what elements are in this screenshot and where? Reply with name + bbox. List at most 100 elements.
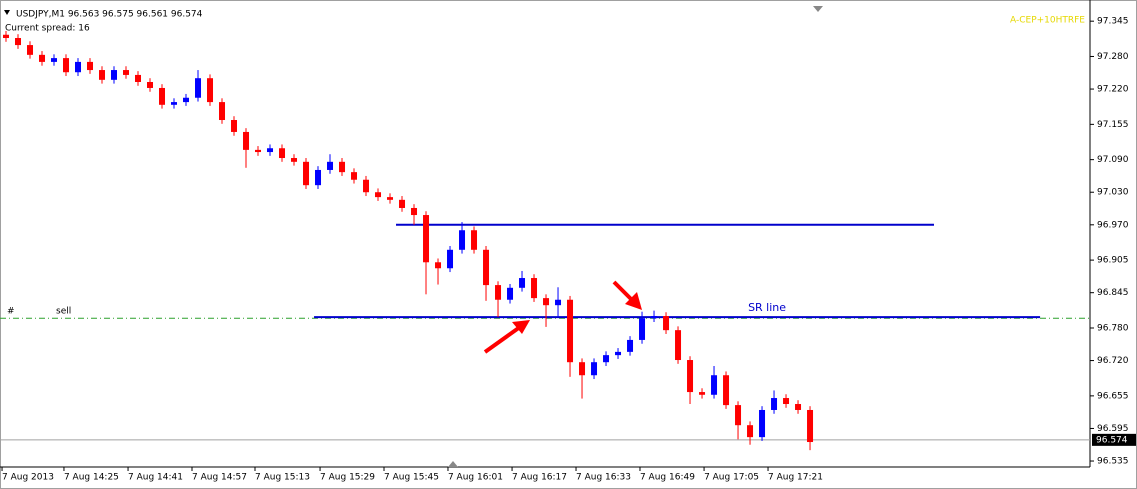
candle-body (147, 81, 154, 88)
candle-body (435, 262, 442, 269)
menu-triangle (4, 10, 10, 15)
candle-body (699, 392, 706, 395)
candle-body (159, 87, 166, 105)
arrow-head (625, 292, 642, 310)
candle-body (327, 161, 334, 170)
x-tick-label: 7 Aug 17:05 (704, 473, 759, 483)
candle-body (627, 339, 634, 352)
indicator-label: A-CEP+10HTRFE (1010, 16, 1085, 26)
candle-body (603, 355, 610, 363)
candle-body (87, 61, 94, 71)
candle-body (447, 249, 454, 269)
y-tick-label: 96.535 (1097, 457, 1129, 467)
candle-body (615, 351, 622, 356)
candle-body (267, 148, 274, 153)
candle-body (219, 102, 226, 121)
candle-body (723, 375, 730, 406)
candle-body (459, 230, 466, 250)
candle-body (303, 161, 310, 186)
candle-body (555, 299, 562, 306)
candle-body (795, 404, 802, 410)
candle-body (15, 38, 22, 46)
y-tick-label: 96.970 (1097, 220, 1129, 230)
candle-body (3, 34, 10, 39)
x-tick-label: 7 Aug 15:13 (255, 473, 310, 483)
candle-body (231, 120, 238, 132)
y-tick-label: 97.155 (1097, 120, 1129, 130)
y-tick-label: 97.220 (1097, 85, 1129, 95)
x-tick-label: 7 Aug 16:33 (576, 473, 631, 483)
y-tick-label: 96.595 (1097, 424, 1129, 434)
candle-body (123, 70, 130, 75)
order-label: sell (56, 307, 71, 317)
candle-body (651, 316, 658, 319)
candle-body (339, 161, 346, 173)
candle-body (771, 398, 778, 410)
candle-body (135, 74, 142, 82)
candle-body (687, 360, 694, 393)
spread: Current spread: 16 (5, 24, 90, 34)
candle-body (663, 316, 670, 331)
candle-body (519, 278, 526, 288)
candle-body (411, 207, 418, 216)
candle-body (351, 172, 358, 180)
candle-body (51, 58, 58, 62)
y-tick-label: 97.345 (1097, 17, 1129, 27)
sr-label: SR line (748, 301, 786, 314)
scroll-marker (448, 461, 458, 467)
candle-body (99, 70, 106, 80)
candle-body (387, 197, 394, 200)
order-marker: # (7, 307, 15, 317)
x-tick-label: 7 Aug 14:25 (64, 473, 119, 483)
candle-body (39, 54, 46, 62)
arrow-head (512, 320, 530, 334)
x-tick-label: 7 Aug 17:21 (768, 473, 823, 483)
x-tick-label: 7 Aug 14:41 (128, 473, 183, 483)
candle-body (471, 230, 478, 250)
candle-body (543, 298, 550, 306)
candle-body (255, 149, 262, 153)
y-tick-label: 96.780 (1097, 323, 1129, 333)
arrow (483, 325, 522, 354)
candle-body (279, 148, 286, 159)
candle-body (735, 405, 742, 426)
candle-body (243, 131, 250, 150)
price-tag-label: 96.574 (1096, 435, 1128, 445)
candle-body (63, 58, 70, 73)
candle-body (375, 192, 382, 198)
x-tick-label: 7 Aug 16:01 (448, 473, 503, 483)
y-tick-label: 96.845 (1097, 288, 1129, 298)
candle-body (483, 249, 490, 286)
x-tick-label: 7 Aug 15:45 (384, 473, 439, 483)
candle-body (111, 70, 118, 80)
y-tick-label: 96.905 (1097, 256, 1129, 266)
candle-body (759, 409, 766, 438)
candle-body (675, 330, 682, 361)
candle-body (27, 45, 34, 55)
x-tick-label: 7 Aug 16:49 (640, 473, 695, 483)
shift-marker (813, 6, 823, 12)
y-tick-label: 96.655 (1097, 391, 1129, 401)
candle-body (399, 199, 406, 208)
candle-body (531, 278, 538, 299)
candle-body (75, 61, 82, 73)
candle-body (711, 375, 718, 395)
candle-body (495, 285, 502, 300)
candle-body (423, 215, 430, 263)
candle-body (291, 158, 298, 162)
candle-body (747, 425, 754, 438)
y-tick-label: 97.090 (1097, 155, 1129, 165)
candle-body (195, 78, 202, 98)
candle-body (783, 398, 790, 405)
arrows (483, 280, 642, 354)
x-tick-label: 7 Aug 14:57 (192, 473, 247, 483)
y-tick-label: 96.720 (1097, 356, 1129, 366)
candle-body (639, 318, 646, 340)
candle-body (315, 169, 322, 186)
candle-body (591, 362, 598, 376)
x-tick-label: 7 Aug 15:29 (320, 473, 375, 483)
candle-body (207, 78, 214, 103)
x-tick-label: 7 Aug 2013 (2, 473, 54, 483)
